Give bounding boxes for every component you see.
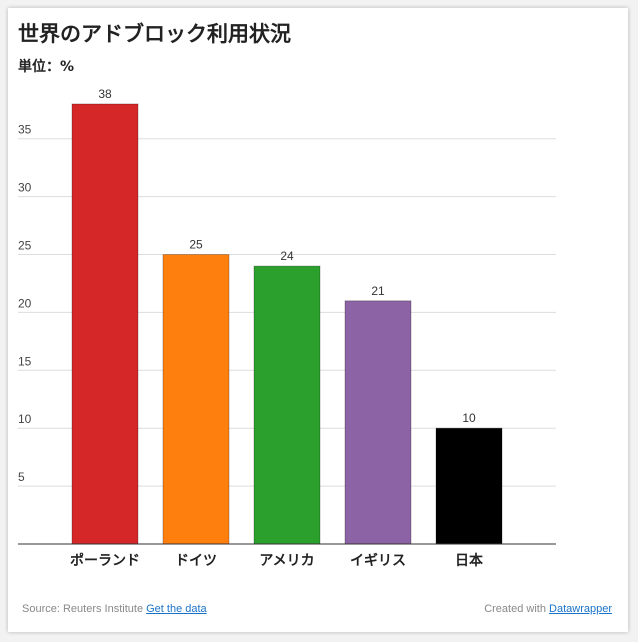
credit-note: Created with Datawrapper <box>484 603 612 615</box>
y-tick-label: 30 <box>18 181 32 195</box>
x-tick-label: アメリカ <box>259 553 314 569</box>
x-tick-label: イギリス <box>350 552 406 569</box>
y-tick-label: 10 <box>18 412 32 426</box>
x-tick-label: 日本 <box>455 552 484 569</box>
y-tick-label: 35 <box>18 123 32 137</box>
bar-2 <box>253 265 321 545</box>
source-label: Source: Reuters Institute <box>22 603 144 615</box>
unit-label: 単位：% <box>18 59 75 75</box>
bar-0 <box>71 103 139 545</box>
get-the-data-link[interactable]: Get the data <box>146 603 207 615</box>
data-label: 21 <box>371 284 385 298</box>
y-tick-label: 25 <box>18 239 32 253</box>
bar-1 <box>162 254 230 545</box>
bar-4 <box>435 427 503 545</box>
credit-label: Created with <box>484 603 546 615</box>
x-axis-ticks: ポーランド ドイツ アメリカ イギリス 日本 <box>70 552 484 569</box>
data-label: 24 <box>280 249 294 263</box>
x-tick-label: ポーランド <box>70 552 140 569</box>
bars <box>71 103 503 545</box>
chart-card: 世界のアドブロック利用状況 単位：% 5 10 15 20 25 30 35 38 25 24 2… <box>8 8 628 632</box>
x-tick-label: ドイツ <box>175 553 217 569</box>
data-label: 25 <box>189 238 203 252</box>
data-label: 38 <box>98 87 112 101</box>
y-tick-label: 15 <box>18 354 32 368</box>
data-label: 10 <box>462 411 476 425</box>
datawrapper-link[interactable]: Datawrapper <box>549 603 612 615</box>
chart-title: 世界のアドブロック利用状況 <box>18 22 291 46</box>
bar-chart: 5 10 15 20 25 30 35 38 25 24 21 10 ポーランド ドイツ アメリカ イギリ… <box>18 87 556 569</box>
y-axis-ticks: 5 10 15 20 25 30 35 <box>18 123 32 484</box>
y-tick-label: 20 <box>18 296 32 310</box>
source-note: Source: Reuters Institute Get the data <box>22 603 207 615</box>
data-labels: 38 25 24 21 10 <box>98 87 476 425</box>
bar-3 <box>344 300 412 545</box>
y-tick-label: 5 <box>18 470 25 484</box>
